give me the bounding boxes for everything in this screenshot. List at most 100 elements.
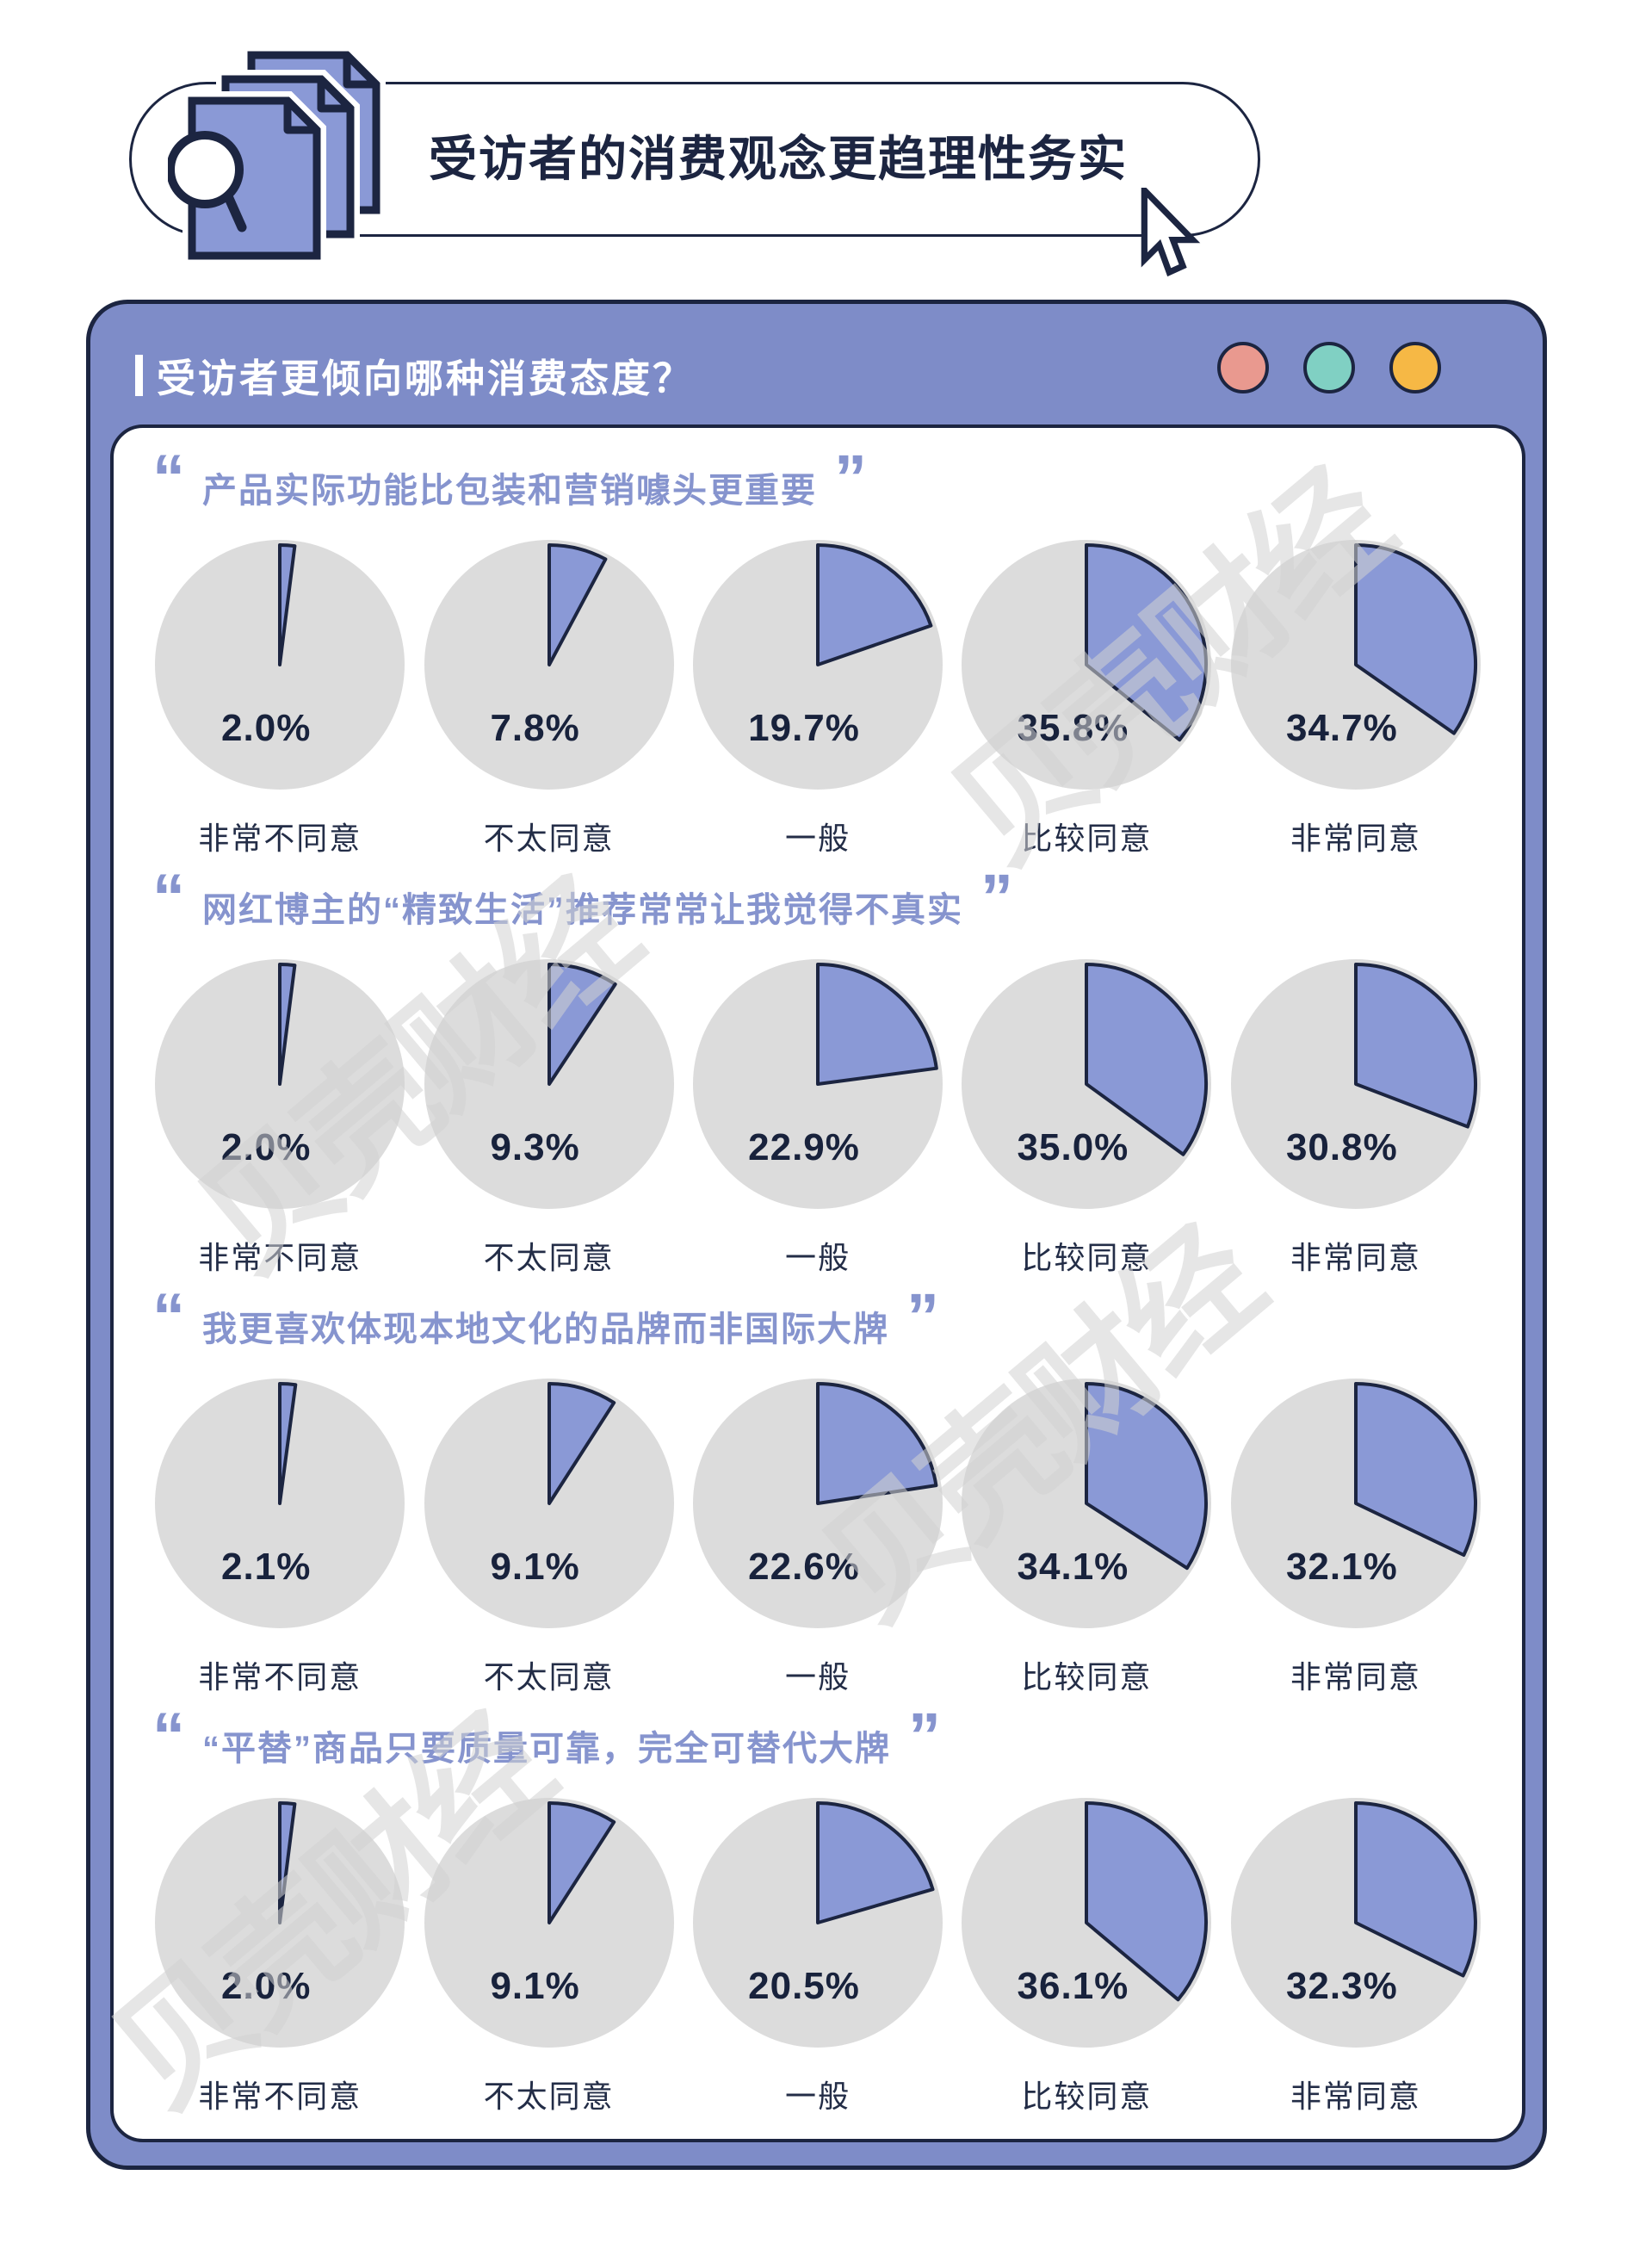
pie-3-4: 34.1% 比较同意	[952, 1379, 1221, 1695]
pie-category-label: 非常不同意	[198, 821, 362, 856]
pies-row: 2.0% 非常不同意 9.3% 不太同意 22.9% 一般 35.0% 比较同意 30.8% 非常…	[145, 959, 1490, 1276]
pie-percent-label: 34.7%	[1285, 707, 1398, 749]
pie-category-label: 不太同意	[483, 1659, 615, 1695]
pie-svg	[693, 1379, 943, 1628]
pie-chart: 22.6%	[693, 1379, 943, 1628]
survey-section: “ 我更喜欢体现本地文化的品牌而非国际大牌 ” 2.1% 非常不同意 9.1% 不太同…	[145, 1280, 1490, 1695]
pie-slice	[278, 1801, 297, 1924]
pie-category-label: 不太同意	[483, 2079, 615, 2114]
pie-svg	[155, 1798, 405, 2048]
pie-category-label: 一般	[785, 821, 851, 856]
pie-2-4: 35.0% 比较同意	[952, 959, 1221, 1276]
pie-percent-label: 30.8%	[1285, 1126, 1398, 1168]
pie-3-3: 22.6% 一般	[684, 1379, 952, 1695]
title-accent-bar	[135, 354, 143, 396]
pie-percent-label: 32.1%	[1285, 1546, 1398, 1588]
window-dot-orange	[1389, 342, 1441, 393]
pie-percent-label: 2.1%	[221, 1546, 312, 1588]
pie-percent-label: 2.0%	[221, 1965, 312, 2007]
card-title-row: 受访者更倾向哪种消费态度？	[135, 347, 694, 403]
pie-chart: 35.8%	[962, 540, 1212, 790]
pie-percent-label: 35.0%	[1017, 1126, 1129, 1168]
pie-category-label: 比较同意	[1021, 1240, 1153, 1275]
close-quote-icon: ”	[834, 442, 867, 515]
pie-percent-label: 9.1%	[490, 1965, 580, 2007]
sections: “ 产品实际功能比包装和营销噱头更重要 ” 2.0% 非常不同意 7.8% 不太同意 1…	[145, 442, 1490, 2115]
pie-1-5: 34.7% 非常同意	[1222, 540, 1490, 857]
window-dots	[1217, 342, 1441, 393]
pie-category-label: 非常不同意	[198, 1659, 362, 1695]
pie-slice	[816, 963, 938, 1086]
pie-category-label: 非常不同意	[198, 2079, 362, 2114]
pie-slice	[1353, 1382, 1477, 1557]
pie-chart: 7.8%	[424, 540, 674, 790]
pie-category-label: 非常同意	[1290, 821, 1421, 856]
pie-category-label: 非常同意	[1290, 1659, 1421, 1695]
pie-slice	[1085, 963, 1209, 1156]
pie-percent-label: 34.1%	[1017, 1546, 1129, 1588]
section-quote-text: “平替”商品只要质量可靠，完全可替代大牌	[202, 1730, 891, 1768]
pie-chart: 2.0%	[155, 540, 405, 790]
pie-svg	[155, 959, 405, 1209]
charts-panel: “ 产品实际功能比包装和营销噱头更重要 ” 2.0% 非常不同意 7.8% 不太同意 1…	[110, 424, 1525, 2142]
pie-chart: 20.5%	[693, 1798, 943, 2048]
pie-chart: 22.9%	[693, 959, 943, 1209]
survey-section: “ 产品实际功能比包装和营销噱头更重要 ” 2.0% 非常不同意 7.8% 不太同意 1…	[145, 442, 1490, 857]
section-quote-text: 产品实际功能比包装和营销噱头更重要	[202, 472, 817, 510]
pie-4-3: 20.5% 一般	[684, 1798, 952, 2115]
close-quote-icon: ”	[906, 1280, 939, 1354]
pie-percent-label: 22.6%	[748, 1546, 860, 1588]
pie-slice	[816, 1801, 935, 1924]
pie-2-2: 9.3% 不太同意	[414, 959, 683, 1276]
pie-3-1: 2.1% 非常不同意	[145, 1379, 414, 1695]
pie-slice	[1353, 963, 1477, 1129]
pie-percent-label: 32.3%	[1285, 1965, 1398, 2007]
pie-slice	[278, 543, 297, 666]
pie-slice	[1353, 543, 1477, 735]
pie-percent-label: 2.0%	[221, 1126, 312, 1168]
pie-category-label: 不太同意	[483, 1240, 615, 1275]
open-quote-icon: “	[152, 1280, 185, 1354]
pie-chart: 19.7%	[693, 540, 943, 790]
pie-chart: 2.0%	[155, 1798, 405, 2048]
pie-slice	[816, 1382, 938, 1505]
close-quote-icon: ”	[908, 1700, 941, 1773]
pie-category-label: 非常同意	[1290, 2079, 1421, 2114]
pie-chart: 35.0%	[962, 959, 1212, 1209]
pie-category-label: 一般	[785, 2079, 851, 2114]
survey-section: “ “平替”商品只要质量可靠，完全可替代大牌 ” 2.0% 非常不同意 9.1% 不太…	[145, 1700, 1490, 2115]
pie-percent-label: 22.9%	[748, 1126, 860, 1168]
pie-chart: 32.1%	[1230, 1379, 1481, 1628]
pies-row: 2.0% 非常不同意 7.8% 不太同意 19.7% 一般 35.8% 比较同意 34.7% 非常…	[145, 540, 1490, 857]
pie-slice	[1085, 1382, 1209, 1571]
pie-category-label: 一般	[785, 1659, 851, 1695]
pie-4-4: 36.1% 比较同意	[952, 1798, 1221, 2115]
pie-chart: 9.3%	[424, 959, 674, 1209]
section-quote-text: 我更喜欢体现本地文化的品牌而非国际大牌	[202, 1311, 889, 1348]
open-quote-icon: “	[152, 1700, 185, 1773]
pie-chart: 9.1%	[424, 1379, 674, 1628]
pie-4-1: 2.0% 非常不同意	[145, 1798, 414, 2115]
pie-svg	[962, 540, 1212, 790]
pie-percent-label: 35.8%	[1017, 707, 1129, 749]
pie-svg	[693, 959, 943, 1209]
pie-svg	[155, 1379, 405, 1628]
pie-slice	[1085, 543, 1209, 742]
pie-4-2: 9.1% 不太同意	[414, 1798, 683, 2115]
pie-percent-label: 36.1%	[1017, 1965, 1129, 2007]
close-quote-icon: ”	[981, 861, 1013, 934]
window-dot-red	[1217, 342, 1269, 393]
pie-svg	[693, 1798, 943, 2048]
section-quote-row: “ “平替”商品只要质量可靠，完全可替代大牌 ”	[145, 1700, 1490, 1782]
pie-chart: 34.1%	[962, 1379, 1212, 1628]
cursor-arrow-icon	[1136, 183, 1212, 282]
pie-category-label: 比较同意	[1021, 2079, 1153, 2114]
pie-chart: 2.0%	[155, 959, 405, 1209]
pies-row: 2.1% 非常不同意 9.1% 不太同意 22.6% 一般 34.1% 比较同意 32.1% 非常…	[145, 1379, 1490, 1695]
pie-1-2: 7.8% 不太同意	[414, 540, 683, 857]
pie-svg	[424, 540, 674, 790]
pie-3-5: 32.1% 非常同意	[1222, 1379, 1490, 1695]
pie-4-5: 32.3% 非常同意	[1222, 1798, 1490, 2115]
pie-svg	[1230, 959, 1481, 1209]
pie-svg	[424, 1379, 674, 1628]
